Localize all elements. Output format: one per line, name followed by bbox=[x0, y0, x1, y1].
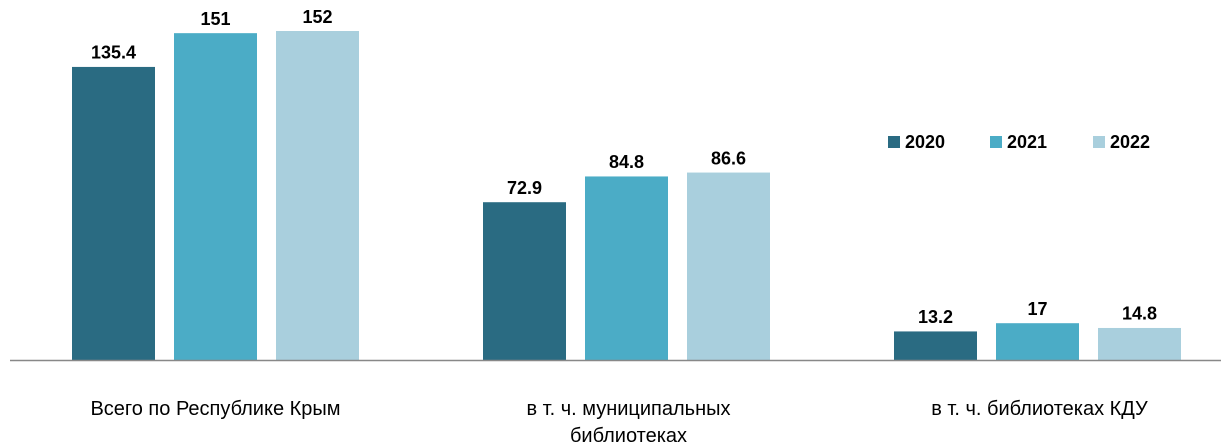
data-label: 86.6 bbox=[711, 148, 746, 168]
x-tick-label: Всего по Республике Крым bbox=[90, 398, 341, 420]
legend-swatch bbox=[888, 136, 900, 148]
bar bbox=[585, 176, 668, 360]
bar bbox=[1098, 327, 1181, 360]
legend-label: 2020 bbox=[905, 132, 945, 152]
data-label: 72.9 bbox=[507, 178, 542, 198]
legend-label: 2022 bbox=[1110, 132, 1150, 152]
bar bbox=[483, 202, 566, 360]
legend-swatch bbox=[1093, 136, 1105, 148]
bar bbox=[174, 33, 257, 360]
data-label: 151 bbox=[200, 9, 230, 29]
x-tick-label: в т. ч. муниципальных библиотеках bbox=[526, 398, 731, 446]
x-tick-label: в т. ч. библиотеках КДУ bbox=[931, 398, 1148, 420]
bar bbox=[996, 323, 1079, 360]
bar bbox=[687, 172, 770, 360]
bar bbox=[276, 31, 359, 360]
data-label: 17 bbox=[1027, 299, 1047, 319]
bar bbox=[72, 66, 155, 360]
bar bbox=[894, 331, 977, 360]
data-label: 13.2 bbox=[918, 307, 953, 327]
data-label: 14.8 bbox=[1122, 304, 1157, 324]
data-label: 84.8 bbox=[609, 152, 644, 172]
legend-swatch bbox=[990, 136, 1002, 148]
data-label: 152 bbox=[302, 7, 332, 27]
legend-label: 2021 bbox=[1007, 132, 1047, 152]
data-label: 135.4 bbox=[91, 43, 136, 63]
